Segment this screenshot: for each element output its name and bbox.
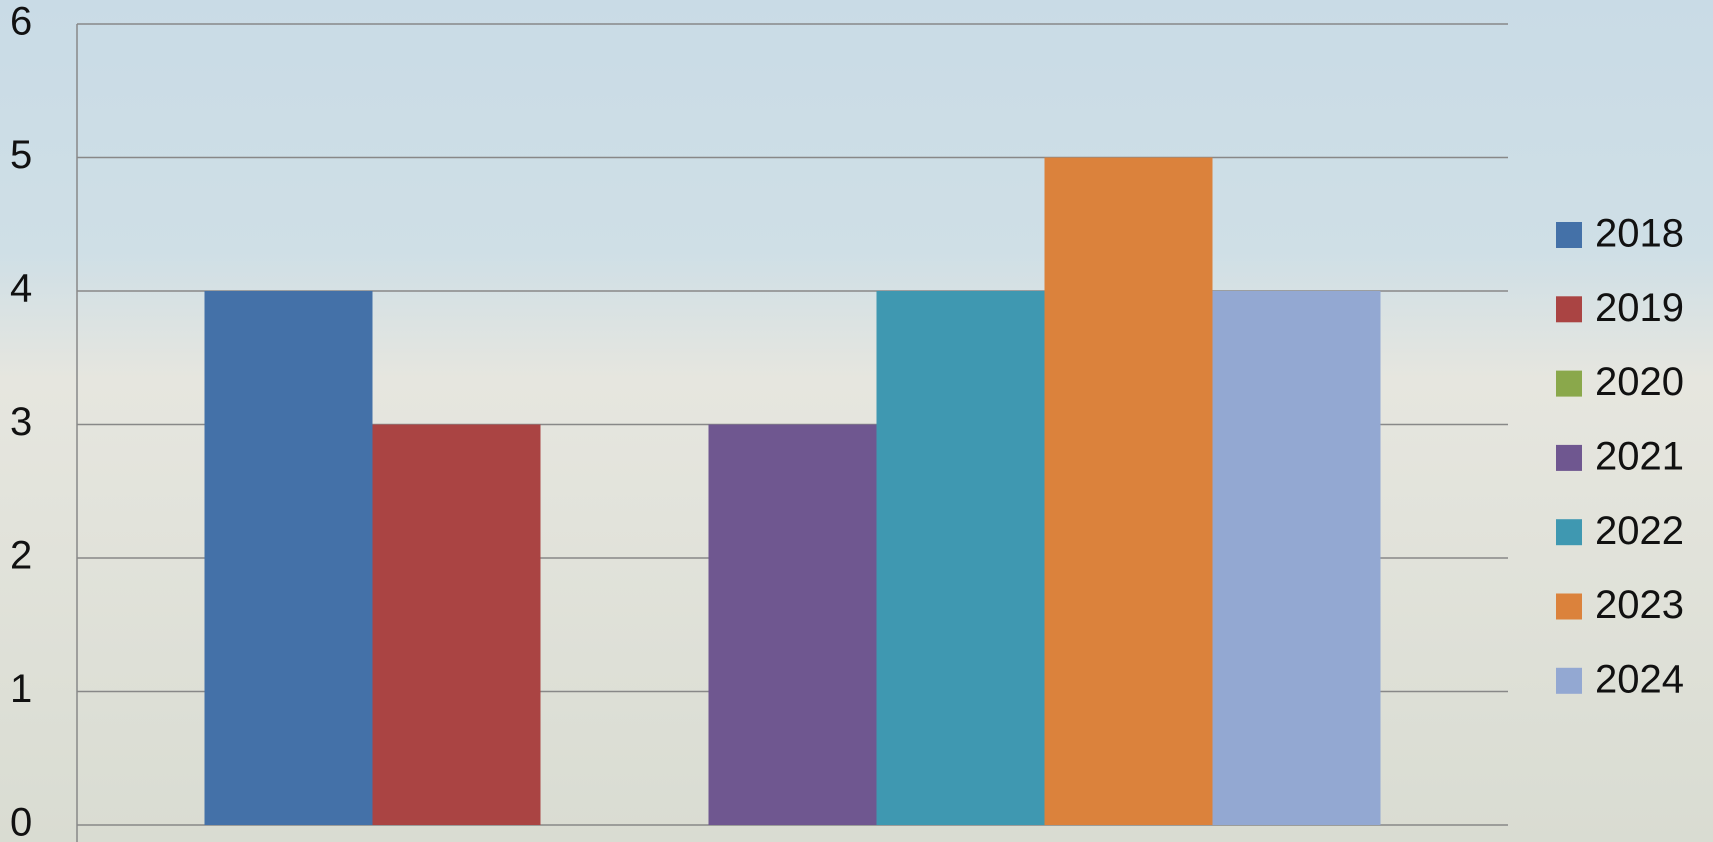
bar	[876, 291, 1045, 825]
legend-swatch	[1556, 593, 1582, 620]
legend-label: 2021	[1595, 434, 1684, 478]
legend-label: 2020	[1595, 360, 1684, 404]
legend-swatch	[1556, 370, 1582, 397]
legend-swatch	[1556, 667, 1582, 694]
plot-area: 0 1 2 3 4 5 6 2018 2019 2020 2021 2022 2023 2024	[10, 0, 1684, 842]
y-tick-label: 2	[10, 534, 32, 578]
y-tick-label: 1	[10, 667, 32, 711]
bar	[1044, 157, 1213, 825]
legend-label: 2022	[1595, 509, 1684, 553]
bar	[204, 291, 373, 825]
legend-swatch	[1556, 222, 1582, 248]
y-tick-label: 4	[10, 267, 32, 311]
legend-swatch	[1556, 444, 1582, 471]
y-tick-label: 0	[10, 801, 32, 842]
bar	[1212, 291, 1381, 825]
y-tick-label: 6	[10, 0, 32, 44]
y-tick-label: 5	[10, 133, 32, 177]
legend-label: 2023	[1595, 583, 1684, 627]
bar	[372, 424, 541, 825]
y-tick-label: 3	[10, 400, 32, 444]
legend-label: 2019	[1595, 286, 1684, 330]
legend-swatch	[1556, 296, 1582, 323]
legend-label: 2024	[1595, 657, 1684, 701]
legend-swatch	[1556, 519, 1582, 546]
legend-label: 2018	[1595, 212, 1684, 256]
bar	[708, 424, 877, 825]
